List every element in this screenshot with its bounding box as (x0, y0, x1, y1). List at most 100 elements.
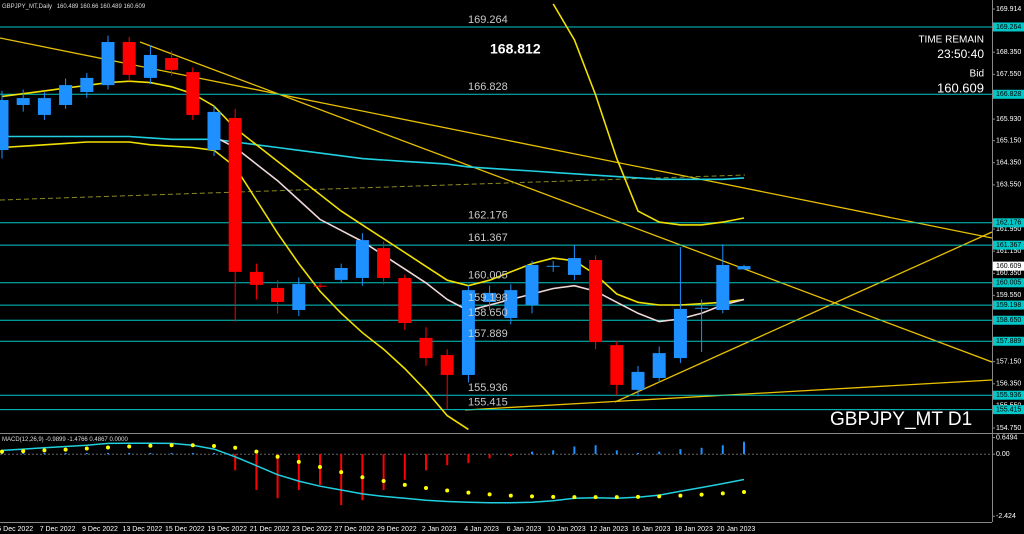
x-tick-label: 29 Dec 2022 (377, 526, 417, 533)
trend-line (614, 231, 992, 403)
signal-dot (657, 494, 662, 499)
level-box (993, 315, 1024, 325)
x-tick-label: 15 Dec 2022 (165, 526, 205, 533)
histogram-bar (255, 454, 258, 491)
candle-body (737, 266, 751, 270)
signal-dot (42, 448, 47, 453)
bid-value: 160.609 (937, 80, 984, 95)
level-label: 162.176 (468, 210, 508, 222)
x-tick-label: 9 Dec 2022 (82, 526, 118, 533)
candle-body (80, 77, 94, 93)
histogram-bar (107, 452, 109, 455)
level-label: 155.936 (468, 382, 508, 394)
annotation: 168.812 (490, 41, 541, 57)
indicator-line (213, 135, 745, 323)
time-remain: 23:50:40 (937, 47, 984, 61)
candle-body (355, 240, 369, 278)
y-tick-label: 161.150 (996, 248, 1021, 255)
histogram-bar (191, 452, 194, 455)
signal-dot (106, 445, 110, 450)
signal-dot (466, 490, 471, 495)
macd-line (1, 442, 745, 504)
watermark: GBPJPY_MT D1 (830, 409, 972, 430)
candle-body (567, 258, 581, 275)
level-box (993, 300, 1024, 310)
level-box (993, 390, 1024, 400)
level-axis-label: 162.176 (996, 220, 1021, 227)
x-tick-label: 16 Jan 2023 (632, 526, 671, 533)
histogram-bar (573, 446, 576, 455)
histogram-bar (128, 452, 131, 455)
candle-body (143, 54, 157, 78)
signal-dot (63, 447, 68, 452)
signal-dot (402, 482, 407, 487)
histogram-bar (297, 454, 300, 491)
level-axis-label: 155.936 (996, 392, 1021, 399)
level-box (993, 89, 1024, 99)
signal-dot (445, 488, 450, 493)
candle-body (207, 111, 221, 151)
histogram-bar (509, 454, 512, 457)
signal-dot (84, 446, 89, 451)
level-box (993, 240, 1024, 250)
candle-body (377, 248, 391, 278)
macd-header: MACD(12,26,9) -0.9899 -1.4766 0.4867 0.0… (2, 437, 128, 443)
candle-body (313, 285, 327, 287)
candle-body (334, 268, 348, 280)
x-tick-label: 18 Jan 2023 (674, 526, 713, 533)
candle-body (37, 98, 51, 115)
signal-dot (551, 494, 556, 499)
y-tick-label: 164.350 (996, 160, 1021, 167)
candle-body (101, 41, 115, 86)
histogram-bar (700, 447, 703, 455)
signal-dot (275, 454, 280, 459)
signal-dot (699, 492, 704, 497)
histogram-bar (594, 445, 597, 455)
y-tick-label: -2.424 (996, 513, 1016, 520)
histogram-bar (488, 454, 491, 459)
candle-body (504, 290, 518, 319)
histogram-bar (64, 452, 67, 455)
y-tick-label: 167.550 (996, 71, 1021, 78)
signal-dot (148, 443, 153, 448)
candle-body (716, 264, 730, 311)
y-tick-label: 159.550 (996, 292, 1021, 299)
x-tick-label: 23 Dec 2022 (292, 526, 332, 533)
candle-body (652, 353, 666, 378)
x-tick-label: 13 Dec 2022 (123, 526, 163, 533)
level-label: 169.264 (468, 14, 508, 26)
x-tick-label: 10 Jan 2023 (547, 526, 586, 533)
candle-body (440, 355, 454, 375)
level-box (993, 336, 1024, 346)
histogram-bar (234, 454, 237, 471)
signal-dot (720, 491, 725, 496)
histogram-bar (340, 454, 343, 506)
level-axis-label: 166.828 (996, 91, 1021, 98)
signal-dot (636, 494, 640, 499)
level-label: 160.005 (468, 270, 508, 282)
y-tick-label: 0.00 (996, 451, 1010, 458)
histogram-bar (213, 452, 215, 455)
candle-body (165, 58, 179, 70)
level-axis-label: 158.650 (996, 317, 1021, 324)
candle-body (398, 277, 412, 323)
signal-dot (508, 493, 513, 498)
candle-body (461, 290, 475, 375)
level-box (993, 405, 1024, 415)
x-tick-label: 4 Jan 2023 (464, 526, 499, 533)
candle-body (419, 337, 433, 359)
histogram-bar (22, 452, 25, 455)
level-axis-label: 159.198 (996, 302, 1021, 309)
signal-dot (530, 494, 534, 499)
signal-dot (127, 444, 132, 449)
candle-body (483, 292, 497, 302)
level-label: 155.415 (468, 397, 508, 409)
signal-dot (360, 475, 365, 480)
signal-dot (318, 464, 322, 469)
candle-body (673, 308, 687, 359)
level-axis-label: 155.415 (996, 406, 1021, 413)
y-tick-label: 156.350 (996, 381, 1021, 388)
signal-dot (296, 459, 301, 464)
